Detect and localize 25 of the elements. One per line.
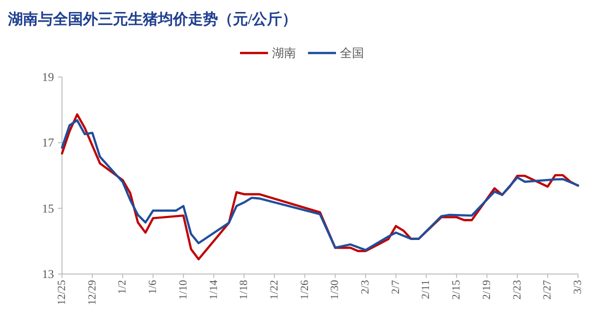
chart-title: 湖南与全国外三元生猪均价走势（元/公斤） bbox=[7, 11, 298, 28]
x-tick-label: 2/3 bbox=[360, 280, 372, 294]
x-tick-label: 12/29 bbox=[86, 280, 98, 306]
legend-label: 全国 bbox=[340, 46, 364, 60]
x-tick-label: 1/6 bbox=[147, 280, 160, 294]
x-tick-label: 2/15 bbox=[450, 280, 463, 300]
x-tick-label: 1/2 bbox=[116, 280, 129, 294]
x-tick-label: 2/27 bbox=[542, 280, 554, 300]
x-tick-label: 1/26 bbox=[298, 280, 311, 300]
x-tick-label: 3/3 bbox=[572, 280, 584, 294]
y-tick-label: 15 bbox=[42, 201, 54, 216]
legend-label: 湖南 bbox=[272, 46, 296, 60]
x-tick-label: 1/14 bbox=[208, 280, 220, 300]
x-tick-label: 2/19 bbox=[480, 280, 493, 300]
x-tick-label: 2/23 bbox=[511, 280, 524, 300]
x-tick-label: 1/18 bbox=[238, 280, 250, 300]
x-tick-label: 2/11 bbox=[420, 280, 432, 300]
x-tick-label: 1/10 bbox=[177, 280, 190, 300]
y-tick-label: 17 bbox=[42, 136, 54, 150]
y-tick-label: 13 bbox=[42, 267, 54, 281]
x-tick-label: 1/22 bbox=[268, 280, 280, 300]
x-tick-label: 2/7 bbox=[390, 280, 402, 294]
x-tick-label: 12/25 bbox=[56, 280, 68, 306]
y-tick-label: 19 bbox=[42, 70, 54, 84]
x-tick-label: 1/30 bbox=[329, 280, 342, 300]
